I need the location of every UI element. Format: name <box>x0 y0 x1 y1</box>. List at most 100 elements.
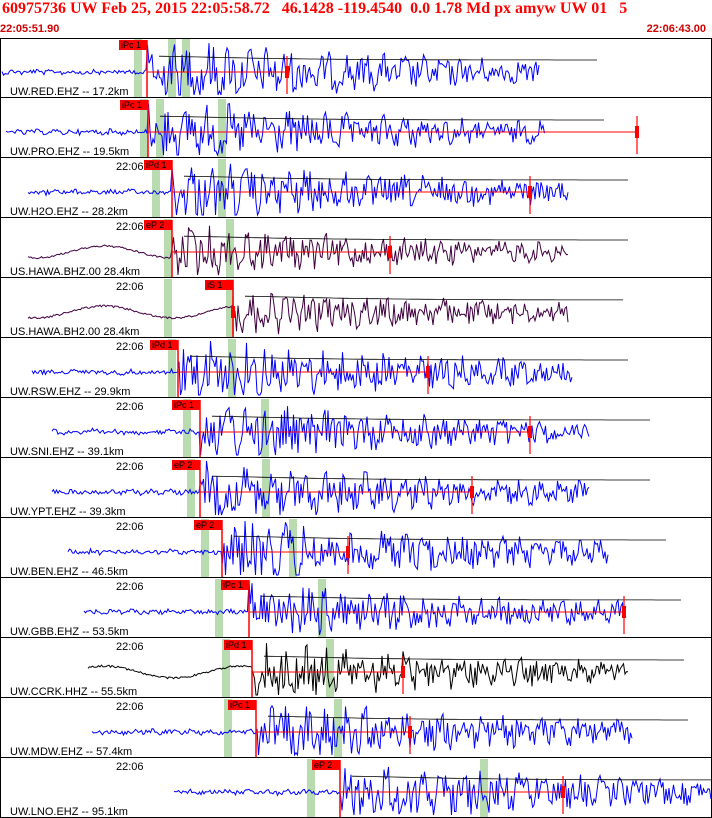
pick-flag[interactable] <box>144 160 172 170</box>
theoretical-arrival-band <box>134 39 142 98</box>
trace-time-label: 22:06 <box>116 281 144 293</box>
pick-flag[interactable] <box>119 40 147 50</box>
theoretical-arrival-band <box>262 459 270 518</box>
trace-panel[interactable]: iPc 1 22:06 UW.GBB.EHZ -- 53.5km <box>0 579 712 638</box>
theoretical-arrival-band <box>168 339 176 398</box>
station-label: UW.PRO.EHZ -- 19.5km <box>10 146 129 158</box>
pick-flag[interactable] <box>172 460 200 470</box>
trace-time-label: 22:06 <box>116 641 144 653</box>
trace-panel[interactable]: iPc 1 22:06 UW.MDW.EHZ -- 57.4km <box>0 699 712 758</box>
trace-panel[interactable]: eP 222:06 US.HAWA.BHZ.00 28.4km <box>0 219 712 278</box>
pick-flag[interactable] <box>228 700 256 710</box>
waveform-trace <box>91 704 633 757</box>
station-label: US.HAWA.BHZ.00 28.4km <box>10 266 140 278</box>
station-label: UW.BEN.EHZ -- 46.5km <box>10 566 128 578</box>
pick-flag[interactable] <box>194 520 222 530</box>
coda-decay-curve <box>211 415 650 421</box>
s-pick-marker[interactable] <box>561 786 565 798</box>
s-pick-marker[interactable] <box>426 366 430 378</box>
pick-flag[interactable] <box>144 220 172 230</box>
pick-label: iPc 1 <box>122 100 142 110</box>
pick-flag[interactable] <box>150 340 178 350</box>
station-label: UW.SNI.EHZ -- 39.1km <box>10 446 124 458</box>
station-label: UW.YPT.EHZ -- 39.3km <box>10 506 126 518</box>
waveform-trace <box>1 43 540 96</box>
s-pick-marker[interactable] <box>285 66 289 78</box>
trace-time-label: 22:06 <box>116 701 144 713</box>
coda-decay-curve <box>267 715 688 721</box>
trace-panel[interactable]: iPd 1 22:06 UW.CCRK.HHZ -- 55.5km <box>0 639 712 698</box>
s-pick-marker[interactable] <box>528 426 532 438</box>
pick-flag[interactable] <box>312 760 340 770</box>
pick-flag[interactable] <box>120 100 148 110</box>
pick-flag[interactable] <box>172 400 200 410</box>
s-pick-marker[interactable] <box>622 606 626 618</box>
coda-decay-curve <box>158 55 597 61</box>
theoretical-arrival-band <box>307 759 315 818</box>
theoretical-arrival-band <box>326 639 334 698</box>
theoretical-arrival-band <box>164 279 172 338</box>
trace-panel[interactable]: iPd 122:06 UW.H2O.EHZ -- 28.2km <box>0 159 712 218</box>
theoretical-arrival-band <box>215 579 223 638</box>
trace-panel[interactable]: eP 2 22:06 UW.YPT.EHZ -- 39.3km <box>0 459 712 518</box>
theoretical-arrival-band <box>480 759 488 818</box>
window-start-time: 22:05:51.90 <box>0 23 60 35</box>
station-label: UW.MDW.EHZ -- 57.4km <box>10 746 132 758</box>
pick-label: iPc 1 <box>223 580 243 590</box>
pick-label: eP 2 <box>146 220 164 230</box>
waveform-trace <box>27 163 569 217</box>
trace-panel[interactable]: eP 2 22:06 UW.BEN.EHZ -- 46.5km <box>0 519 712 578</box>
theoretical-arrival-band <box>226 279 234 338</box>
pick-label: iS 1 <box>207 280 223 290</box>
s-pick-marker[interactable] <box>388 246 392 258</box>
waveform-trace <box>87 643 629 696</box>
trace-panel[interactable]: iS 1 22:06 US.HAWA.BH2.00 28.4km <box>0 279 712 338</box>
pick-label: iPd 1 <box>226 640 247 650</box>
pick-label: iPc 1 <box>174 400 194 410</box>
theoretical-arrival-band <box>140 99 148 158</box>
trace-panel[interactable]: iPc 1 22:06 UW.SNI.EHZ -- 39.1km <box>0 399 712 458</box>
s-pick-marker[interactable] <box>470 486 474 498</box>
coda-decay-curve <box>260 595 681 601</box>
station-label: UW.CCRK.HHZ -- 55.5km <box>10 686 137 698</box>
pick-label: eP 2 <box>174 460 192 470</box>
pick-flag[interactable] <box>221 580 249 590</box>
coda-decay-curve <box>263 655 684 661</box>
s-pick-marker[interactable] <box>528 186 532 198</box>
seismogram-panel[interactable]: iPc 1 UW.RED.EHZ -- 17.2km iPc 1 UW.PRO.EHZ… <box>0 38 712 818</box>
waveform-trace <box>83 580 625 636</box>
coda-decay-curve <box>159 115 604 121</box>
theoretical-arrival-band <box>152 159 160 218</box>
theoretical-arrival-band <box>201 519 209 578</box>
coda-decay-curve <box>183 175 628 181</box>
waveform-trace <box>67 520 609 576</box>
coda-decay-curve <box>189 355 628 361</box>
waveform-trace <box>174 766 712 816</box>
pick-flag[interactable] <box>224 640 252 650</box>
coda-decay-curve <box>183 235 628 241</box>
coda-decay-curve <box>244 295 623 301</box>
coda-decay-curve <box>351 775 712 781</box>
station-label: UW.LNO.EHZ -- 95.1km <box>10 806 128 818</box>
coda-decay-curve <box>211 475 650 481</box>
trace-panel[interactable]: eP 2 22:06 UW.LNO.EHZ -- 95.1km <box>0 759 712 818</box>
station-label: UW.RED.EHZ -- 17.2km <box>10 86 129 98</box>
trace-time-label: 22:06 <box>116 221 144 233</box>
station-label: UW.GBB.EHZ -- 53.5km <box>10 626 129 638</box>
trace-time-label: 22:06 <box>116 161 144 173</box>
pick-flag[interactable] <box>205 280 233 290</box>
waveform-trace <box>51 460 590 516</box>
trace-panel[interactable]: iPd 1 22:06 UW.RSW.EHZ -- 29.9km <box>0 339 712 398</box>
s-pick-marker[interactable] <box>401 666 405 678</box>
trace-panel[interactable]: iPc 1 UW.RED.EHZ -- 17.2km <box>0 39 712 98</box>
theoretical-arrival-band <box>289 519 297 578</box>
trace-panel[interactable]: iPc 1 UW.PRO.EHZ -- 19.5km <box>0 99 712 158</box>
event-title: 60975736 UW Feb 25, 2015 22:05:58.72 46.… <box>2 0 628 17</box>
s-pick-marker[interactable] <box>231 306 235 318</box>
pick-label: iPc 1 <box>230 700 250 710</box>
s-pick-marker[interactable] <box>346 546 350 558</box>
trace-time-label: 22:06 <box>116 761 144 773</box>
pick-label: iPd 1 <box>146 160 167 170</box>
s-pick-marker[interactable] <box>635 126 639 138</box>
s-pick-marker[interactable] <box>408 726 412 738</box>
